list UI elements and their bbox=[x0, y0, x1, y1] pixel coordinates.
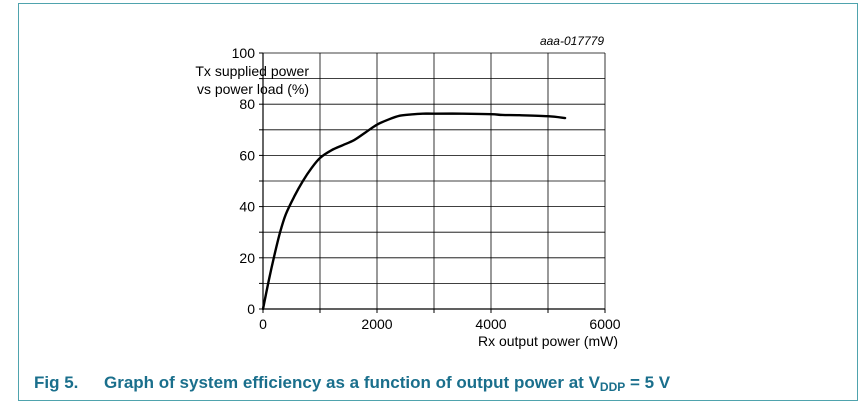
efficiency-curve bbox=[261, 112, 567, 311]
x-tick-label: 2000 bbox=[361, 316, 392, 332]
axis-layer: 0 20 40 60 80 100 0 2000 4000 6000 bbox=[232, 45, 621, 332]
y-tick-label: 100 bbox=[232, 45, 256, 61]
y-tick-label: 0 bbox=[247, 301, 255, 317]
y-tick-label: 60 bbox=[239, 147, 255, 163]
y-tick-label: 80 bbox=[239, 96, 255, 112]
caption-subscript: DDP bbox=[599, 380, 626, 394]
x-axis-label: Rx output power (mW) bbox=[478, 333, 618, 349]
x-tick-label: 4000 bbox=[475, 316, 506, 332]
y-tick-label: 20 bbox=[239, 250, 255, 266]
caption-text-suffix: = 5 V bbox=[625, 373, 671, 392]
grid-layer bbox=[262, 52, 606, 310]
efficiency-chart: 0 20 40 60 80 100 0 2000 4000 6000 aaa-017779 Tx … bbox=[195, 34, 621, 349]
y-tick-label: 40 bbox=[239, 199, 255, 215]
x-tick-label: 6000 bbox=[589, 316, 620, 332]
caption-text-prefix: Graph of system efficiency as a function… bbox=[104, 373, 600, 392]
y-axis-label-line-1: Tx supplied power bbox=[195, 63, 309, 79]
y-axis-label-line-2: vs power load (%) bbox=[197, 81, 309, 97]
x-tick-label: 0 bbox=[259, 316, 267, 332]
caption-number: Fig 5. bbox=[34, 373, 79, 392]
figure-id: aaa-017779 bbox=[540, 34, 604, 48]
figure-frame: 0 20 40 60 80 100 0 2000 4000 6000 aaa-017779 Tx … bbox=[18, 3, 858, 401]
figure-caption: Fig 5. Graph of system efficiency as a fu… bbox=[34, 373, 670, 394]
series-layer bbox=[261, 112, 567, 311]
